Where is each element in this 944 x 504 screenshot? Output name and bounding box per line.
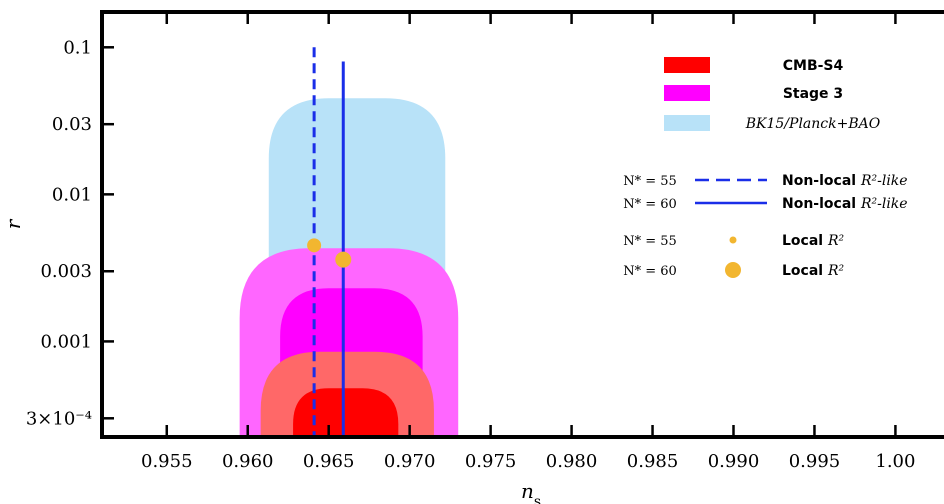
x-tick-label-3: 0.970 (384, 451, 436, 472)
y-tick-label-2: 0.01 (52, 184, 92, 205)
legend-swatch-1 (664, 85, 710, 101)
legend-n-label-1: N* = 60 (623, 197, 677, 212)
legend-line-label-3: Local R² (782, 263, 845, 279)
legend-line-label-0: Non-local R²-like (782, 173, 908, 189)
x-tick-label-4: 0.975 (465, 451, 517, 472)
x-tick-label-9: 1.00 (875, 451, 915, 472)
x-tick-label-6: 0.985 (627, 451, 679, 472)
x-tick-label-5: 0.980 (546, 451, 598, 472)
legend-label-1: Stage 3 (783, 86, 843, 102)
x-tick-label-7: 0.990 (708, 451, 760, 472)
legend-marker-small-dot (729, 236, 737, 244)
x-tick-label-2: 0.965 (303, 451, 355, 472)
legend-marker-large-dot (725, 262, 741, 278)
series-point-3 (335, 251, 352, 268)
y-axis-title: r (1, 218, 25, 229)
plot-frame (100, 10, 944, 439)
legend-swatch-2 (664, 115, 710, 131)
axes: 0.955 0.960 0.965 0.970 0.975 0.980 0.985 0.990… (1, 10, 944, 504)
legend-n-label-2: N* = 55 (623, 234, 677, 249)
legend-n-label-0: N* = 55 (623, 174, 677, 189)
y-tick-label-5: 3×10⁻⁴ (26, 408, 92, 429)
y-tick-label-0: 0.1 (63, 37, 92, 58)
region-4 (293, 388, 399, 437)
legend-label-0: CMB-S4 (783, 58, 844, 74)
confidence-regions (239, 98, 459, 437)
legend-line-label-2: Local R² (782, 233, 845, 249)
x-axis-title: ns (521, 479, 541, 504)
legend-label-2: BK15/Planck+BAO (745, 116, 881, 132)
model-predictions (307, 47, 352, 437)
x-tick-label-0: 0.955 (141, 451, 193, 472)
legend: CMB-S4 Stage 3 BK15/Planck+BAO N* = 55 Non-l… (623, 57, 908, 279)
legend-line-label-1: Non-local R²-like (782, 196, 908, 212)
x-tick-label-8: 0.995 (789, 451, 841, 472)
legend-n-label-3: N* = 60 (623, 264, 677, 279)
y-tick-label-4: 0.001 (40, 331, 92, 352)
y-tick-label-1: 0.03 (52, 114, 92, 135)
x-tick-label-1: 0.960 (222, 451, 274, 472)
legend-swatch-0 (664, 57, 710, 73)
series-point-2 (307, 238, 322, 253)
y-tick-label-3: 0.003 (40, 261, 92, 282)
